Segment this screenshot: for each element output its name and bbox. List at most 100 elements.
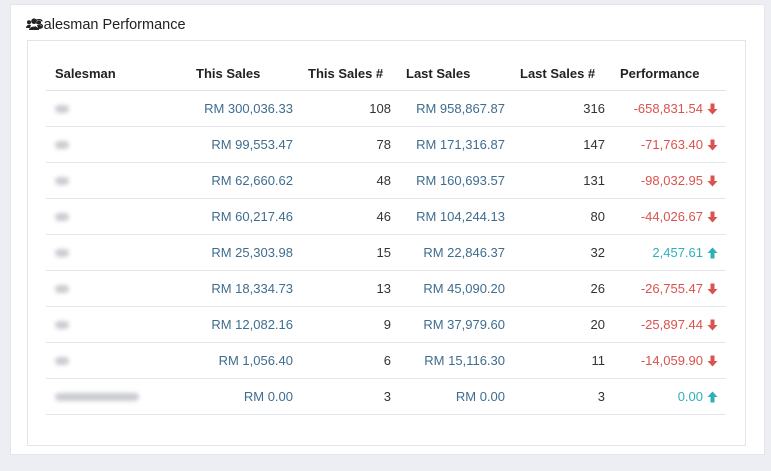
count-cell: 6	[383, 353, 391, 368]
table-row: RM 18,334.73 13 RM 45,090.20 26 -26,755.47	[46, 271, 726, 307]
money-cell: RM 300,036.33	[204, 101, 293, 116]
count-cell: 11	[591, 353, 606, 368]
arrow-up	[707, 247, 718, 258]
money-cell: RM 22,846.37	[423, 245, 505, 260]
table-row: RM 300,036.33 108 RM 958,867.87 316 -658,831…	[46, 91, 726, 127]
money-cell: RM 0.00	[243, 389, 293, 404]
performance-cell: 0.00	[614, 389, 726, 404]
count-cell: 13	[376, 281, 391, 296]
table-row: RM 12,082.16 9 RM 37,979.60 20 -25,897.44	[46, 307, 726, 343]
arrow-down	[707, 355, 718, 366]
count-cell: 9	[383, 317, 391, 332]
performance-cell: -14,059.90	[614, 353, 726, 368]
performance-value: -26,755.47	[640, 281, 703, 296]
column-header: Performance	[620, 65, 700, 81]
blurred-name	[55, 357, 69, 365]
performance-value: 0.00	[677, 389, 703, 404]
arrow-down	[707, 103, 718, 114]
performance-value: -44,026.67	[640, 209, 703, 224]
salesman-cell	[46, 209, 190, 224]
header-row: Salesman This Sales This Sales # Last Sales…	[46, 56, 726, 91]
money-cell: RM 99,553.47	[211, 137, 293, 152]
money-cell: RM 160,693.57	[416, 173, 505, 188]
column-header: Last Sales	[406, 65, 471, 81]
arrow-down	[707, 139, 718, 150]
salesman-cell	[46, 317, 190, 332]
table-row: RM 62,660.62 48 RM 160,693.57 131 -98,032.95	[46, 163, 726, 199]
count-cell: 46	[376, 209, 391, 224]
money-cell: RM 45,090.20	[423, 281, 505, 296]
blurred-name	[55, 249, 69, 257]
performance-cell: -658,831.54	[614, 101, 726, 116]
performance-value: -658,831.54	[633, 101, 703, 116]
blurred-name	[55, 285, 69, 293]
column-header: Salesman	[55, 65, 116, 81]
performance-value: -98,032.95	[640, 173, 703, 188]
users-icon	[26, 18, 42, 30]
money-cell: RM 60,217.46	[211, 209, 293, 224]
arrow-down	[707, 283, 718, 294]
column-header: This Sales #	[308, 65, 384, 81]
money-cell: RM 62,660.62	[211, 173, 293, 188]
table-row: RM 60,217.46 46 RM 104,244.13 80 -44,026.67	[46, 199, 726, 235]
blurred-name	[55, 393, 139, 401]
money-cell: RM 171,316.87	[416, 137, 505, 152]
arrow-down	[707, 211, 718, 222]
table-row: RM 0.00 3 RM 0.00 3 0.00	[46, 379, 726, 415]
arrow-up	[707, 391, 718, 402]
money-cell: RM 37,979.60	[423, 317, 505, 332]
salesman-cell	[46, 245, 190, 260]
money-cell: RM 1,056.40	[218, 353, 293, 368]
performance-value: -71,763.40	[640, 137, 703, 152]
blurred-name	[55, 213, 69, 221]
performance-value: 2,457.61	[652, 245, 703, 260]
column-header: This Sales	[196, 65, 261, 81]
count-cell: 3	[597, 389, 605, 404]
performance-cell: -25,897.44	[614, 317, 726, 332]
count-cell: 108	[369, 101, 391, 116]
salesman-cell	[46, 173, 190, 188]
table-row: RM 25,303.98 15 RM 22,846.37 32 2,457.61	[46, 235, 726, 271]
performance-value: -25,897.44	[640, 317, 703, 332]
performance-value: -14,059.90	[640, 353, 703, 368]
performance-cell: -71,763.40	[614, 137, 726, 152]
money-cell: RM 25,303.98	[211, 245, 293, 260]
count-cell: 80	[590, 209, 605, 224]
money-cell: RM 18,334.73	[211, 281, 293, 296]
count-cell: 316	[583, 101, 605, 116]
money-cell: RM 104,244.13	[416, 209, 505, 224]
salesman-cell	[46, 281, 190, 296]
blurred-name	[55, 177, 69, 185]
arrow-down	[707, 175, 718, 186]
salesman-cell	[46, 101, 190, 116]
money-cell: RM 12,082.16	[211, 317, 293, 332]
blurred-name	[55, 321, 69, 329]
count-cell: 48	[376, 173, 391, 188]
salesman-cell	[46, 137, 190, 152]
column-header: Last Sales #	[520, 65, 596, 81]
table-row: RM 1,056.40 6 RM 15,116.30 11 -14,059.90	[46, 343, 726, 379]
performance-cell: -26,755.47	[614, 281, 726, 296]
money-cell: RM 0.00	[455, 389, 505, 404]
table: Salesman This Sales This Sales # Last Sales…	[46, 56, 726, 415]
count-cell: 3	[383, 389, 391, 404]
performance-cell: -44,026.67	[614, 209, 726, 224]
count-cell: 131	[583, 173, 605, 188]
performance-cell: -98,032.95	[614, 173, 726, 188]
count-cell: 147	[583, 137, 605, 152]
salesman-cell	[46, 353, 190, 368]
count-cell: 32	[590, 245, 605, 260]
money-cell: RM 15,116.30	[424, 353, 505, 368]
money-cell: RM 958,867.87	[416, 101, 505, 116]
table-row: RM 99,553.47 78 RM 171,316.87 147 -71,763.40	[46, 127, 726, 163]
count-cell: 20	[590, 317, 605, 332]
performance-cell: 2,457.61	[614, 245, 726, 260]
count-cell: 78	[376, 137, 391, 152]
arrow-down	[707, 319, 718, 330]
count-cell: 15	[376, 245, 391, 260]
panel-title: Salesman Performance	[34, 17, 186, 33]
blurred-name	[55, 105, 69, 113]
blurred-name	[55, 141, 69, 149]
count-cell: 26	[590, 281, 605, 296]
